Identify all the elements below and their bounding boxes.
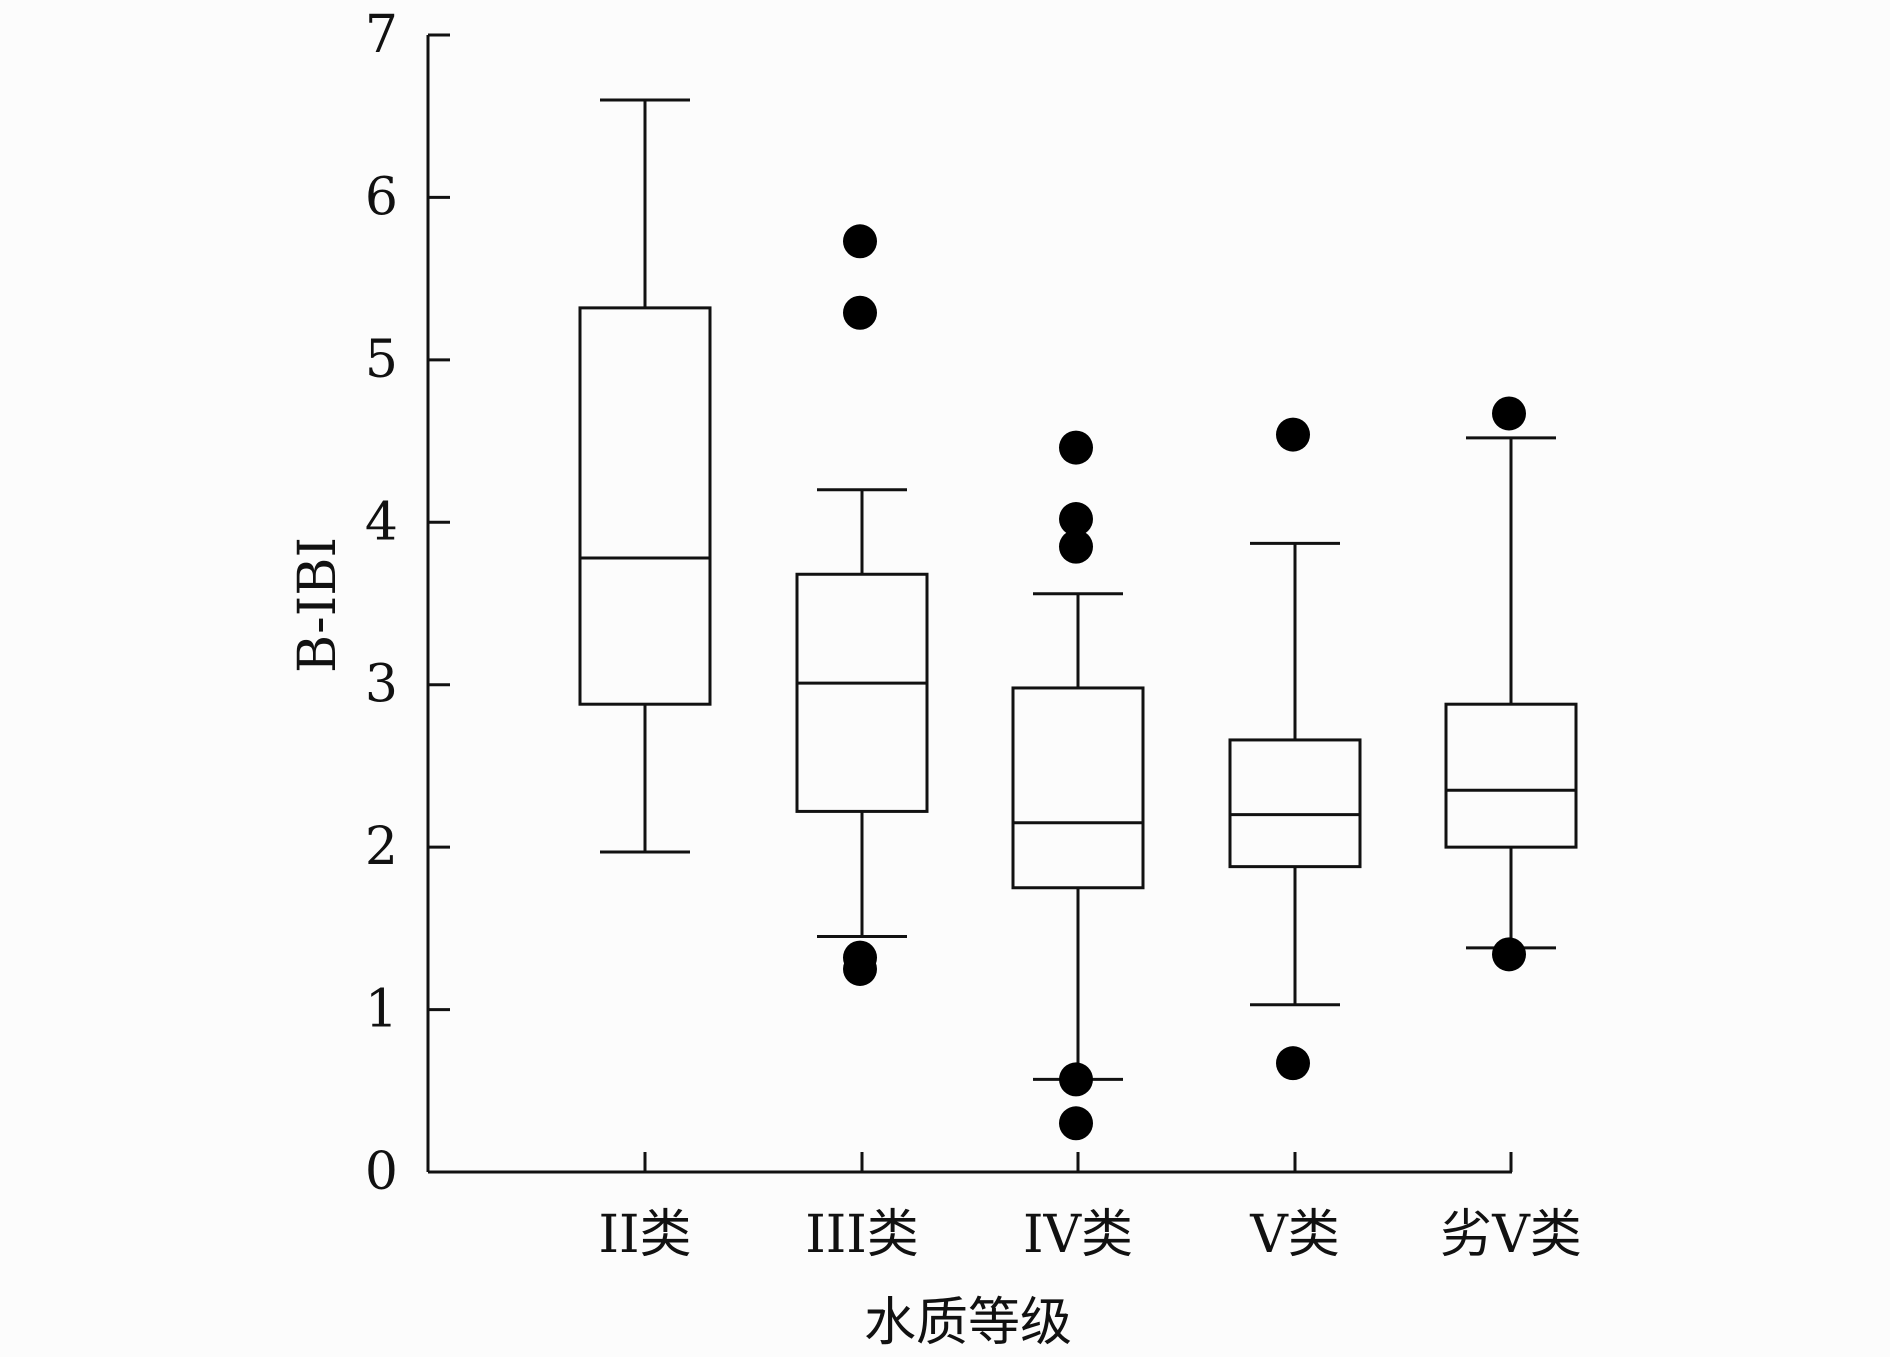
y-tick-label: 3 <box>365 655 398 715</box>
outlier-point <box>1059 502 1093 537</box>
y-tick-label: 5 <box>365 330 398 390</box>
box-iqr <box>1228 738 1362 869</box>
box-group <box>578 98 712 854</box>
y-ticks-group: 0 1 2 3 4 5 6 7 <box>365 5 450 1202</box>
outlier-point <box>843 295 877 330</box>
y-tick-label: 0 <box>365 1142 398 1202</box>
y-tick-label: 2 <box>365 817 398 877</box>
outlier-point <box>843 951 877 986</box>
outlier-point <box>1276 1046 1310 1081</box>
outlier-point <box>1276 417 1310 452</box>
box-iqr <box>1444 702 1578 849</box>
box-iqr <box>795 572 929 813</box>
outlier-point <box>1059 1062 1093 1097</box>
outlier-point <box>1059 430 1093 465</box>
box-group <box>1228 417 1362 1081</box>
box-iqr <box>1011 686 1145 890</box>
outlier-point <box>1492 396 1526 431</box>
y-tick-label: 4 <box>365 492 398 552</box>
y-tick-label: 7 <box>365 5 398 65</box>
y-tick-label: 1 <box>365 980 398 1040</box>
x-axis-label: 水质等级 <box>864 1293 1072 1352</box>
x-tick-label: V类 <box>1249 1205 1340 1265</box>
x-tick-label: II类 <box>598 1205 691 1265</box>
y-axis-label: B-IBI <box>288 537 348 673</box>
outlier-point <box>1059 1106 1093 1141</box>
outlier-point <box>1492 937 1526 972</box>
outlier-point <box>843 224 877 259</box>
x-tick-label: III类 <box>805 1205 919 1265</box>
outlier-point <box>1059 529 1093 564</box>
boxes-group <box>578 98 1578 1141</box>
y-tick-label: 6 <box>365 167 398 227</box>
box-group <box>795 224 929 986</box>
axes-group <box>426 35 1512 1174</box>
box-group <box>1444 396 1578 972</box>
box-iqr <box>578 306 712 706</box>
x-tick-label: 劣V类 <box>1440 1205 1582 1265</box>
x-tick-label: IV类 <box>1023 1205 1133 1265</box>
box-group <box>1011 430 1145 1141</box>
x-ticks-group: II类 III类 IV类 V类 劣V类 <box>598 1152 1582 1265</box>
